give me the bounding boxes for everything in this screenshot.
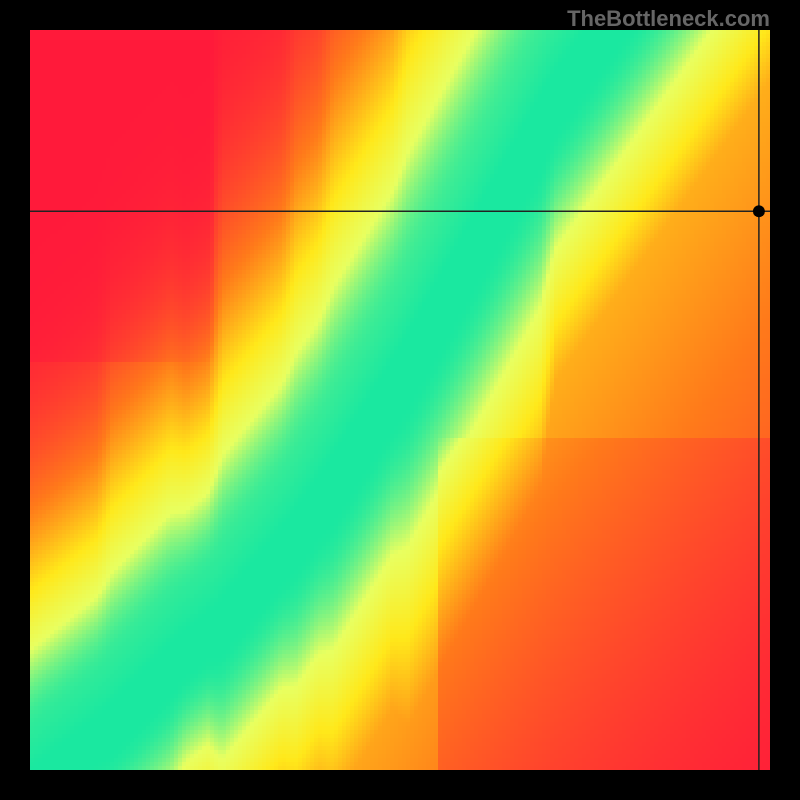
bottleneck-heatmap — [30, 30, 770, 770]
watermark-text: TheBottleneck.com — [567, 6, 770, 32]
marker-overlay — [30, 30, 770, 770]
